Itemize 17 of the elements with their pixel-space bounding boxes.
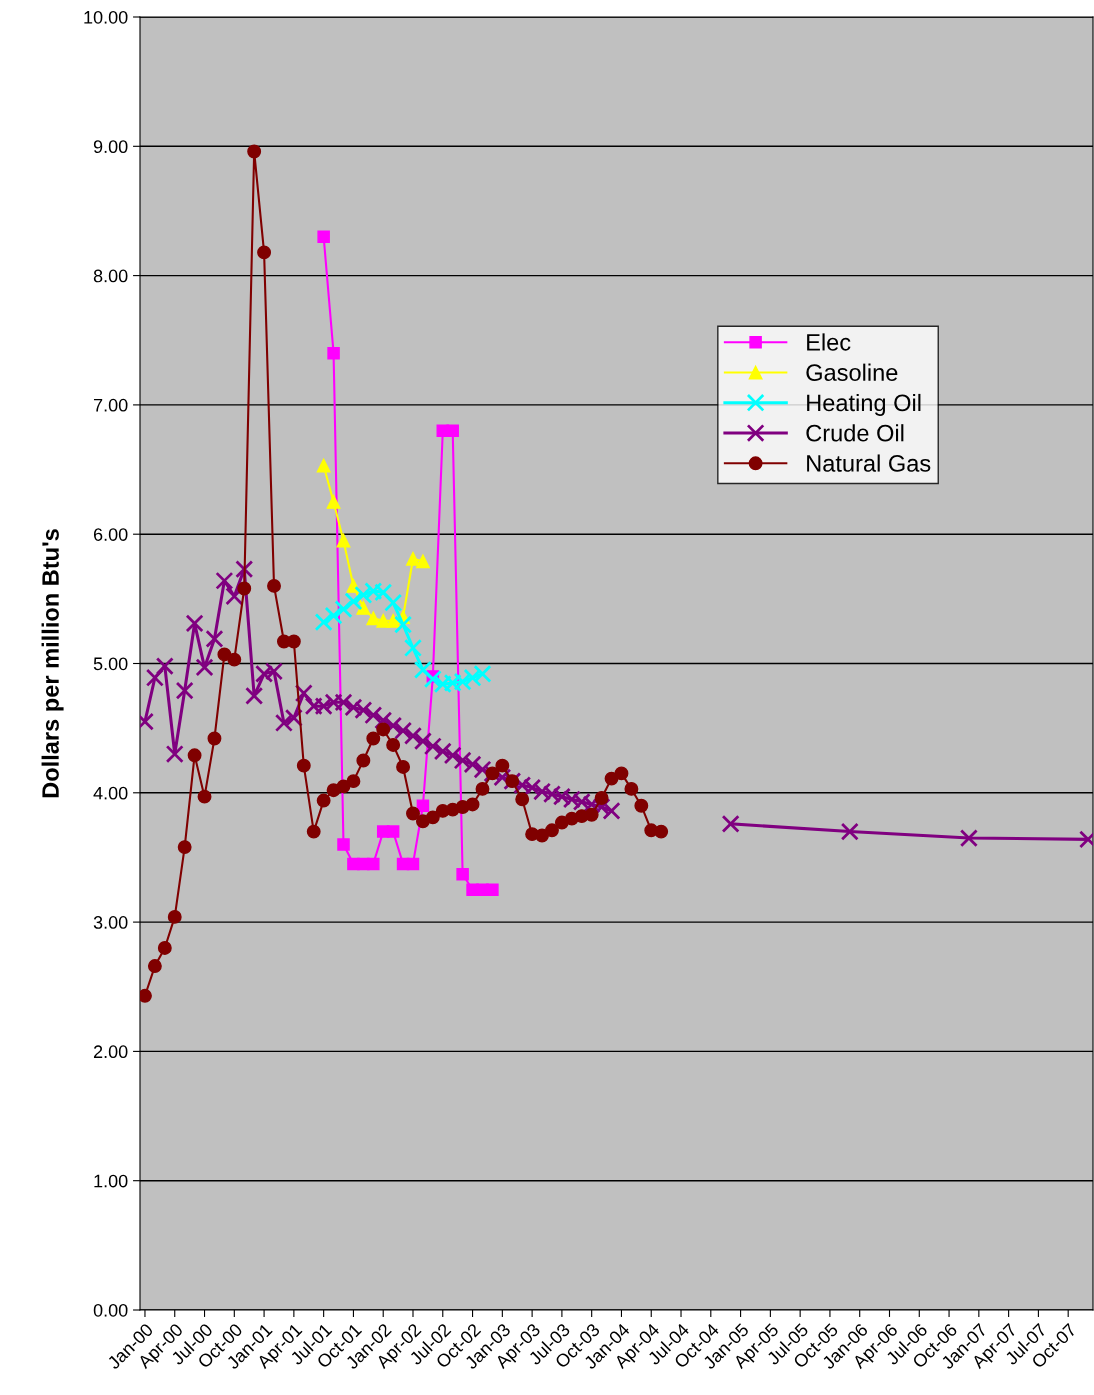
legend-label: Gasoline <box>806 363 898 381</box>
y-tick-label: 6.00 <box>93 528 128 541</box>
y-tick-label: 0.00 <box>93 1303 128 1317</box>
y-tick-label: 9.00 <box>93 140 128 154</box>
y-tick-label: 10.00 <box>84 10 128 24</box>
legend-label: Crude Oil <box>806 424 904 442</box>
y-axis-title: Dollars per million Btu's <box>41 529 64 798</box>
legend-label: Elec <box>807 333 851 351</box>
y-tick-label: 7.00 <box>93 398 128 412</box>
y-tick-label: 2.00 <box>93 1045 128 1059</box>
y-tick-label: 4.00 <box>93 786 128 800</box>
y-tick-label: 1.00 <box>94 1174 128 1188</box>
legend-label: Heating Oil <box>807 393 921 416</box>
y-tick-label: 3.00 <box>93 916 128 929</box>
y-tick-label: 5.00 <box>93 657 128 671</box>
y-tick-label: 8.00 <box>93 269 128 283</box>
legend-label: Natural Gas <box>807 454 931 472</box>
